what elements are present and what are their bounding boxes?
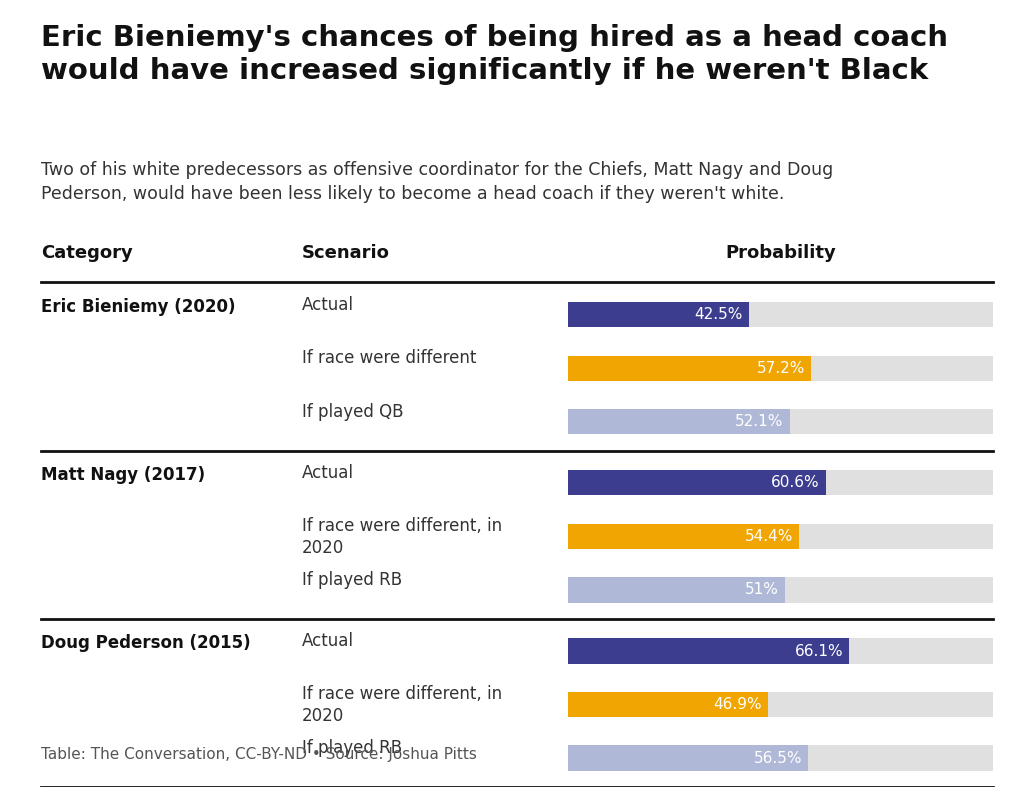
Text: 66.1%: 66.1% xyxy=(795,644,843,659)
Text: Probability: Probability xyxy=(725,244,837,262)
Text: Scenario: Scenario xyxy=(302,244,390,262)
Text: Table: The Conversation, CC-BY-ND • Source: Joshua Pitts: Table: The Conversation, CC-BY-ND • Sour… xyxy=(41,747,477,762)
Text: Two of his white predecessors as offensive coordinator for the Chiefs, Matt Nagy: Two of his white predecessors as offensi… xyxy=(41,161,834,203)
Bar xyxy=(568,356,993,381)
Bar xyxy=(568,302,993,327)
Bar xyxy=(568,524,800,549)
Bar xyxy=(568,302,749,327)
Text: Actual: Actual xyxy=(302,296,354,313)
Text: 46.9%: 46.9% xyxy=(713,697,762,712)
Text: Doug Pederson (2015): Doug Pederson (2015) xyxy=(41,634,251,652)
Bar xyxy=(568,638,993,663)
Text: Eric Bieniemy's chances of being hired as a head coach
would have increased sign: Eric Bieniemy's chances of being hired a… xyxy=(41,24,948,85)
Text: Actual: Actual xyxy=(302,632,354,650)
Text: 56.5%: 56.5% xyxy=(754,751,802,766)
Bar xyxy=(568,356,811,381)
Text: 60.6%: 60.6% xyxy=(771,475,819,490)
Bar xyxy=(568,578,785,603)
Text: 52.1%: 52.1% xyxy=(735,414,783,430)
Text: If race were different: If race were different xyxy=(302,349,476,367)
Text: 51%: 51% xyxy=(745,582,779,597)
Text: Eric Bieniemy (2020): Eric Bieniemy (2020) xyxy=(41,297,236,316)
Text: If played QB: If played QB xyxy=(302,403,403,420)
Text: 57.2%: 57.2% xyxy=(757,360,805,376)
Text: If race were different, in
2020: If race were different, in 2020 xyxy=(302,517,502,557)
Bar xyxy=(568,524,993,549)
Bar xyxy=(568,471,825,496)
Text: If race were different, in
2020: If race were different, in 2020 xyxy=(302,685,502,726)
Bar xyxy=(568,745,808,770)
Bar xyxy=(568,692,768,717)
Bar xyxy=(568,471,993,496)
Bar xyxy=(568,409,993,434)
Text: 54.4%: 54.4% xyxy=(745,529,794,544)
Text: Matt Nagy (2017): Matt Nagy (2017) xyxy=(41,466,205,484)
Bar xyxy=(568,745,993,770)
Bar xyxy=(568,578,993,603)
Text: Category: Category xyxy=(41,244,133,262)
Text: Actual: Actual xyxy=(302,464,354,482)
Bar xyxy=(568,638,849,663)
Bar xyxy=(568,409,790,434)
Text: 42.5%: 42.5% xyxy=(694,307,742,323)
Text: If played RB: If played RB xyxy=(302,739,402,757)
Bar xyxy=(568,692,993,717)
Text: If played RB: If played RB xyxy=(302,571,402,589)
